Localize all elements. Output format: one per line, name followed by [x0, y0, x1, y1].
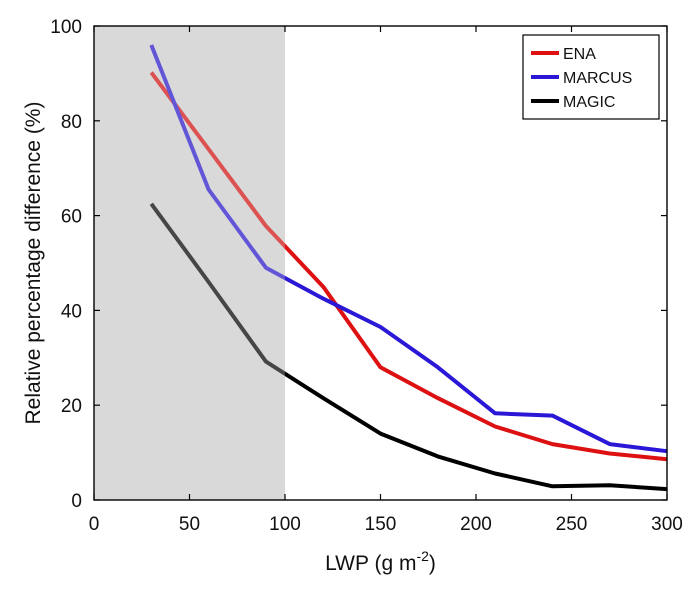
y-tick-labels: 0 20 40 60 80 100: [50, 17, 82, 512]
series-line-magic: [149, 202, 668, 492]
legend-label-marcus: MARCUS: [563, 70, 632, 87]
x-tick-label: 150: [365, 514, 397, 535]
x-tick-labels: 0 50 100 150 200 250 300: [89, 514, 683, 535]
y-axis-label: Relative percentage difference (%): [22, 102, 45, 425]
legend-label-ena: ENA: [563, 46, 596, 63]
y-tick-label: 80: [61, 112, 82, 133]
series-line-ena: [149, 71, 668, 462]
ticks-layer: [93, 25, 668, 501]
series-line-marcus: [149, 44, 668, 454]
shaded-region: [94, 26, 285, 500]
x-tick-label: 300: [651, 514, 683, 535]
y-tick-label: 60: [61, 207, 82, 228]
x-tick-label: 100: [269, 514, 301, 535]
y-tick-label: 100: [50, 17, 82, 38]
y-tick-label: 0: [71, 491, 82, 512]
y-tick-label: 20: [61, 396, 82, 417]
legend-label-magic: MAGIC: [563, 94, 615, 111]
legend: ENA MARCUS MAGIC: [522, 34, 660, 120]
x-tick-label: 200: [460, 514, 492, 535]
shade-overlay: [94, 26, 285, 500]
x-tick-label: 0: [89, 514, 100, 535]
y-tick-label: 40: [61, 301, 82, 322]
series-layer: [149, 44, 668, 492]
x-axis-label: LWP (g m-2): [325, 548, 436, 575]
x-tick-label: 250: [556, 514, 588, 535]
x-tick-label: 50: [179, 514, 200, 535]
shaded-region-overlay: [94, 26, 285, 500]
